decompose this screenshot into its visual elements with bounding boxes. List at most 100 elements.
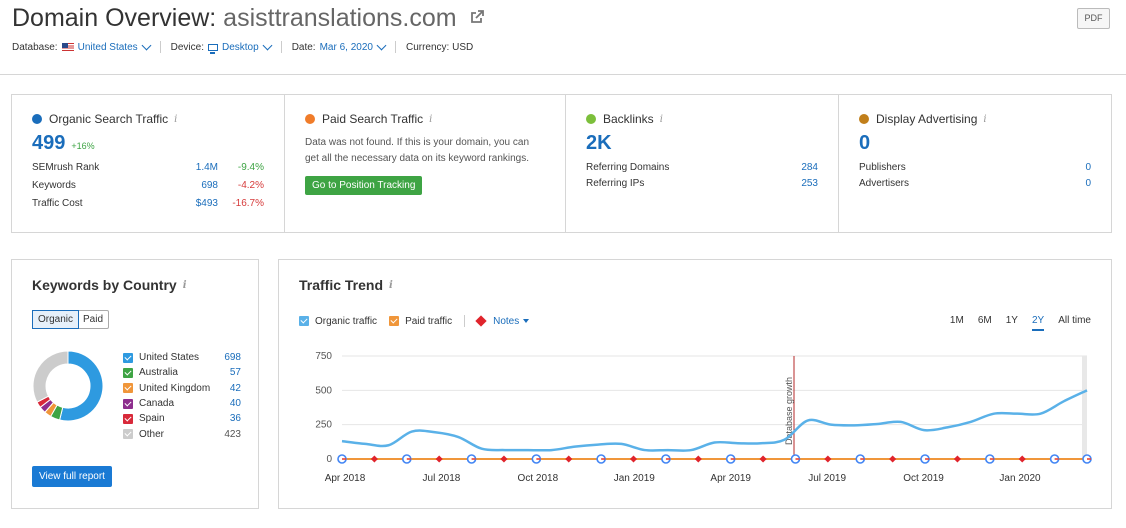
- info-icon[interactable]: i: [659, 113, 663, 125]
- note-marker[interactable]: [1018, 455, 1026, 463]
- stat-value[interactable]: 0: [1085, 177, 1091, 189]
- traffic-trend-panel: Traffic Trend i Organic traffic Paid tra…: [278, 259, 1112, 509]
- stat-value[interactable]: 284: [801, 161, 818, 173]
- notes-dropdown[interactable]: Notes: [475, 315, 530, 327]
- google-update-icon[interactable]: [337, 454, 347, 464]
- country-row[interactable]: Spain 36: [123, 411, 241, 426]
- stat-label: SEMrush Rank: [32, 161, 100, 173]
- range-option[interactable]: All time: [1058, 315, 1091, 326]
- google-update-icon[interactable]: [661, 454, 671, 464]
- range-option[interactable]: 6M: [977, 315, 992, 326]
- donut-slice[interactable]: [58, 350, 104, 422]
- checkbox-icon: [299, 316, 309, 326]
- date-dropdown[interactable]: Mar 6, 2020: [320, 40, 387, 53]
- note-marker[interactable]: [565, 455, 573, 463]
- display-widget: Display Advertising i 0 Publishers 0 Adv…: [839, 95, 1111, 232]
- display-title[interactable]: Display Advertising: [876, 112, 978, 126]
- google-update-icon[interactable]: [985, 454, 995, 464]
- google-update-icon[interactable]: [920, 454, 930, 464]
- note-marker[interactable]: [500, 455, 508, 463]
- range-option[interactable]: 1M: [949, 315, 964, 326]
- country-value[interactable]: 40: [229, 398, 241, 410]
- note-marker[interactable]: [953, 455, 961, 463]
- external-link-icon[interactable]: [470, 10, 484, 24]
- pdf-button[interactable]: PDF: [1077, 8, 1110, 29]
- stat-row: Keywords 698 -4.2%: [32, 176, 264, 194]
- google-update-icon[interactable]: [466, 454, 477, 464]
- y-tick-label: 500: [315, 385, 332, 396]
- google-update-icon[interactable]: [855, 454, 866, 464]
- google-update-icon[interactable]: [531, 454, 542, 464]
- country-row[interactable]: Canada 40: [123, 396, 241, 411]
- note-marker[interactable]: [694, 455, 702, 463]
- info-icon[interactable]: i: [429, 113, 433, 125]
- range-option[interactable]: 2Y: [1031, 315, 1045, 331]
- info-icon[interactable]: i: [182, 279, 187, 291]
- stat-value[interactable]: 1.4M: [195, 161, 218, 173]
- country-name: Australia: [139, 367, 178, 379]
- google-update-icon[interactable]: [401, 454, 412, 464]
- country-value[interactable]: 57: [229, 367, 241, 379]
- device-label: Device:: [170, 41, 204, 53]
- country-value[interactable]: 36: [229, 413, 241, 425]
- country-row[interactable]: United Kingdom 42: [123, 381, 241, 396]
- note-marker[interactable]: [629, 455, 638, 463]
- organic-traffic-toggle[interactable]: Organic traffic: [299, 316, 377, 327]
- checkbox-icon[interactable]: [123, 398, 133, 409]
- country-value[interactable]: 423: [224, 428, 241, 440]
- checkbox-icon[interactable]: [123, 352, 133, 363]
- note-marker[interactable]: [759, 455, 767, 463]
- organic-title[interactable]: Organic Search Traffic: [49, 112, 169, 126]
- google-update-icon[interactable]: [596, 454, 606, 464]
- view-full-report-button[interactable]: View full report: [32, 466, 112, 487]
- country-name: Spain: [139, 413, 165, 425]
- country-row[interactable]: Australia 57: [123, 365, 241, 380]
- country-row[interactable]: United States 698: [123, 350, 241, 365]
- backlinks-value[interactable]: 2K: [586, 132, 612, 154]
- paid-title[interactable]: Paid Search Traffic: [322, 112, 424, 126]
- checkbox-icon[interactable]: [123, 413, 133, 424]
- google-update-icon[interactable]: [790, 454, 801, 464]
- title-prefix: Domain Overview:: [12, 4, 224, 32]
- stat-change: -9.4%: [237, 161, 264, 173]
- position-tracking-button[interactable]: Go to Position Tracking: [305, 176, 423, 195]
- organic-traffic-label: Organic traffic: [315, 315, 378, 327]
- stat-row: Referring IPs 253: [586, 175, 818, 191]
- stat-value[interactable]: 253: [801, 177, 818, 189]
- range-option[interactable]: 1Y: [1005, 315, 1018, 326]
- note-marker[interactable]: [824, 455, 832, 463]
- info-icon[interactable]: i: [983, 113, 987, 125]
- note-marker[interactable]: [435, 455, 443, 463]
- stat-label: Keywords: [32, 179, 76, 191]
- organic-traffic-line: [341, 389, 1088, 452]
- database-dropdown[interactable]: United States: [61, 40, 152, 53]
- device-dropdown[interactable]: Desktop: [208, 40, 273, 54]
- info-icon[interactable]: i: [174, 113, 178, 125]
- kbc-title: Keywords by Country: [32, 277, 177, 293]
- country-row[interactable]: Other 423: [123, 426, 241, 441]
- donut-slice[interactable]: [32, 350, 69, 403]
- organic-value[interactable]: 499: [32, 132, 66, 154]
- checkbox-icon[interactable]: [123, 429, 133, 440]
- tab-paid[interactable]: Paid: [83, 314, 104, 325]
- country-value[interactable]: 698: [224, 352, 241, 364]
- stat-value[interactable]: 698: [201, 179, 218, 191]
- display-value[interactable]: 0: [859, 132, 871, 154]
- checkbox-icon[interactable]: [123, 367, 133, 378]
- stat-value[interactable]: 0: [1085, 161, 1091, 173]
- paid-traffic-toggle[interactable]: Paid traffic: [389, 316, 452, 327]
- chart-legend: Organic traffic Paid traffic Notes: [299, 315, 541, 327]
- tab-organic[interactable]: Organic: [32, 310, 80, 329]
- google-update-icon[interactable]: [1049, 454, 1060, 464]
- backlinks-title[interactable]: Backlinks: [603, 112, 654, 126]
- google-update-icon[interactable]: [725, 454, 736, 464]
- note-marker[interactable]: [889, 455, 897, 463]
- stat-value[interactable]: $493: [195, 197, 218, 209]
- stat-row: Referring Domains 284: [586, 159, 818, 175]
- google-update-icon[interactable]: [1082, 454, 1092, 464]
- country-value[interactable]: 42: [229, 382, 241, 394]
- currency-label: Currency: USD: [405, 41, 474, 53]
- checkbox-icon[interactable]: [123, 383, 133, 394]
- info-icon[interactable]: i: [389, 279, 393, 291]
- note-marker[interactable]: [370, 455, 378, 463]
